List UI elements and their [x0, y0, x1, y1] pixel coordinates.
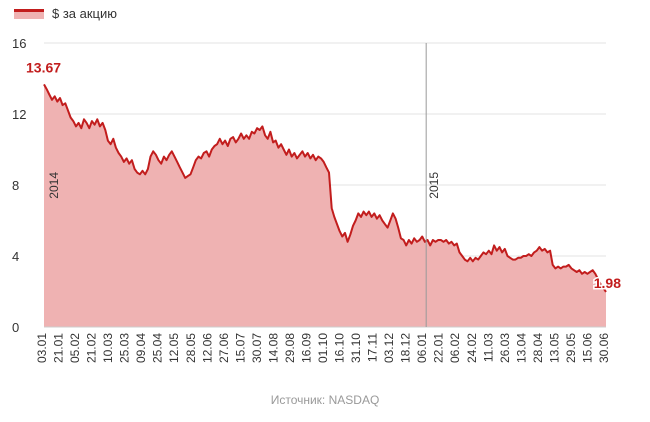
y-tick-label: 12 — [12, 107, 26, 122]
source-label: Источник: NASDAQ — [270, 393, 380, 407]
series-line — [43, 83, 607, 293]
y-tick-label: 4 — [12, 249, 19, 264]
x-tick-label: 09.04 — [134, 333, 148, 363]
x-tick-label: 17.11 — [366, 333, 380, 362]
x-tick-label: 27.06 — [217, 333, 231, 363]
y-tick-label: 8 — [12, 178, 19, 193]
legend-label: $ за акцию — [52, 6, 118, 21]
x-tick-label: 05.02 — [68, 333, 82, 363]
x-tick-label: 12.05 — [167, 333, 181, 363]
x-tick-label: 21.01 — [52, 333, 66, 363]
x-tick-label: 25.04 — [151, 333, 165, 363]
x-tick-label: 13.05 — [547, 333, 561, 363]
x-tick-label: 16.10 — [333, 333, 347, 363]
x-tick-label: 29.08 — [283, 333, 297, 363]
x-tick-label: 28.04 — [531, 333, 545, 363]
x-tick-label: 18.12 — [399, 333, 413, 363]
value-annotation: 13.67 — [26, 59, 61, 75]
x-tick-label: 31.10 — [349, 333, 363, 363]
legend[interactable]: $ за акцию — [14, 6, 117, 21]
x-tick-label: 28.05 — [184, 333, 198, 363]
x-tick-label: 12.06 — [200, 333, 214, 363]
x-tick-label: 13.04 — [514, 333, 528, 363]
x-tick-label: 03.01 — [35, 333, 49, 363]
x-tick-label: 15.07 — [233, 333, 247, 363]
x-tick-label: 06.02 — [448, 333, 462, 363]
x-tick-label: 21.02 — [85, 333, 99, 363]
x-tick-label: 10.03 — [101, 333, 115, 363]
y-tick-label: 16 — [12, 36, 26, 51]
x-tick-label: 06.01 — [415, 333, 429, 363]
x-tick-label: 15.06 — [580, 333, 594, 363]
value-annotation: 1.98 — [594, 275, 621, 291]
x-tick-label: 11.03 — [481, 333, 495, 362]
x-tick-label: 30.06 — [597, 333, 611, 363]
x-tick-label: 24.02 — [465, 333, 479, 363]
legend-swatch — [14, 8, 44, 19]
x-tick-label: 03.12 — [382, 333, 396, 363]
year-label: 2015 — [427, 172, 441, 199]
x-tick-label: 29.05 — [564, 333, 578, 363]
x-tick-label: 25.03 — [118, 333, 132, 363]
x-tick-label: 14.08 — [266, 333, 280, 363]
x-tick-label: 22.01 — [432, 333, 446, 363]
series-area — [44, 84, 606, 328]
year-label: 2014 — [47, 172, 61, 199]
x-tick-label: 16.09 — [299, 333, 313, 363]
x-tick-label: 01.10 — [316, 333, 330, 363]
x-tick-label: 30.07 — [250, 333, 264, 363]
x-tick-label: 26.03 — [498, 333, 512, 363]
y-tick-label: 0 — [12, 320, 19, 335]
